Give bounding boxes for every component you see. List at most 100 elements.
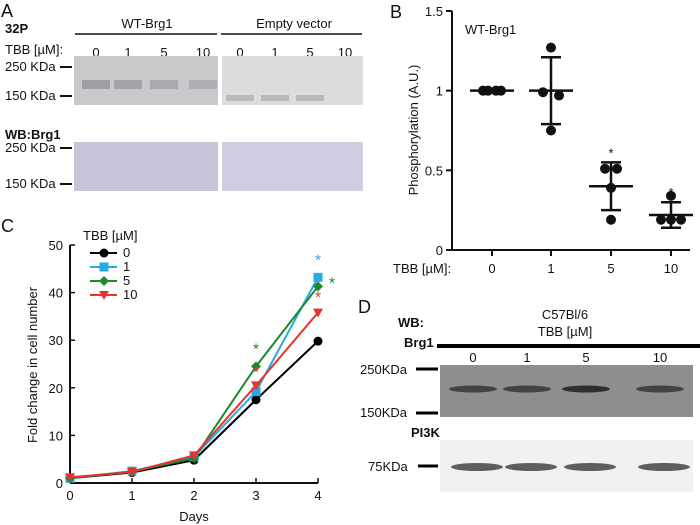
marker-circle xyxy=(251,395,261,405)
band-32p xyxy=(82,80,110,89)
lane-label: 1 xyxy=(271,45,278,60)
marker-circle xyxy=(99,248,109,258)
marker-triangle-down xyxy=(251,381,261,391)
chart-b-ylabel: Phosphorylation (A.U.) xyxy=(406,65,421,196)
probe-label-32p: 32P xyxy=(5,21,28,36)
significance-asterisk: * xyxy=(253,341,259,358)
band-32p xyxy=(114,80,142,89)
data-point xyxy=(656,214,666,225)
marker-triangle-down xyxy=(65,473,75,483)
band-brg1 xyxy=(449,385,497,393)
lane-label: 5 xyxy=(582,350,589,365)
x-tick-label: 2 xyxy=(190,488,197,503)
panel-label-d: D xyxy=(358,297,371,317)
blot-brg1-wt xyxy=(74,142,218,191)
lane-label: 0 xyxy=(469,350,476,365)
x-tick-label: 1 xyxy=(128,488,135,503)
lane-label: 5 xyxy=(160,45,167,60)
significance-asterisk: * xyxy=(253,364,259,381)
probe-label-wb-brg1: WB:Brg1 xyxy=(5,127,61,142)
marker-diamond xyxy=(251,361,261,372)
legend-label: 5 xyxy=(123,273,130,288)
legend-label: 0 xyxy=(123,245,130,260)
marker-triangle-down xyxy=(313,308,323,318)
band-brg1 xyxy=(503,385,551,393)
wb-target: Brg1 xyxy=(404,335,434,350)
chart-b-title: WT-Brg1 xyxy=(465,22,516,37)
panel-d: D WB: Brg1 C57Bl/6 TBB [µM] 0 1 5 10 250KDa… xyxy=(358,297,700,492)
y-tick-label: 30 xyxy=(49,333,63,348)
band-pi3k xyxy=(638,463,690,471)
data-point xyxy=(546,42,556,53)
marker-150-bottom: 150 KDa xyxy=(5,176,56,191)
marker-250-bottom: 250 KDa xyxy=(5,140,56,155)
significance-asterisk: * xyxy=(315,290,321,307)
lane-label: 0 xyxy=(236,45,243,60)
lane-label: 10 xyxy=(653,350,667,365)
y-tick-label: 40 xyxy=(49,286,63,301)
series-1: * xyxy=(65,252,323,483)
marker-150-top: 150 KDa xyxy=(5,88,56,103)
band-pi3k xyxy=(505,463,557,471)
panel-label-b: B xyxy=(390,2,402,22)
chart-c-ylabel: Fold change in cell number xyxy=(25,286,40,443)
data-point xyxy=(600,163,610,174)
chart-c-xlabel: Days xyxy=(179,509,209,524)
panel-label-a: A xyxy=(1,1,13,21)
panel-label-c: C xyxy=(1,216,14,236)
group-label-empty: Empty vector xyxy=(256,16,333,31)
x-tick-label: 3 xyxy=(252,488,259,503)
lane-label: 5 xyxy=(306,45,313,60)
y-tick-label: 10 xyxy=(49,428,63,443)
marker-square xyxy=(313,272,323,282)
wb-label: WB: xyxy=(398,315,424,330)
band-32p xyxy=(189,80,217,89)
panel-c: C Fold change in cell number Days TBB [µ… xyxy=(1,216,335,524)
band-pi3k xyxy=(451,463,503,471)
panel-b: B WT-Brg1 Phosphorylation (A.U.) TBB [µM… xyxy=(390,2,693,276)
x-tick-label: 1 xyxy=(547,261,554,276)
lane-label: 0 xyxy=(92,45,99,60)
series-10: ** xyxy=(65,290,323,483)
marker-250-d: 250KDa xyxy=(360,362,408,377)
legend-title: TBB [µM] xyxy=(83,228,137,243)
loading-probe-label: PI3K xyxy=(411,425,441,440)
marker-triangle-down xyxy=(127,468,137,478)
data-point xyxy=(676,214,686,225)
tbb-label: TBB [µM]: xyxy=(5,42,63,57)
data-point xyxy=(612,163,622,174)
band-pi3k xyxy=(564,463,616,471)
x-tick-label: 5 xyxy=(607,261,614,276)
significance-asterisk: * xyxy=(329,275,335,292)
y-tick-label: 1.5 xyxy=(425,4,443,19)
group-label-wt: WT-Brg1 xyxy=(121,16,172,31)
data-point xyxy=(606,182,616,193)
marker-triangle-down xyxy=(189,451,199,461)
y-tick-label: 20 xyxy=(49,381,63,396)
band-32p-empty xyxy=(296,95,324,101)
data-point xyxy=(496,85,506,96)
data-point xyxy=(483,85,493,96)
band-brg1 xyxy=(562,385,610,393)
blot-brg1-empty xyxy=(222,142,363,191)
band-brg1 xyxy=(636,385,684,393)
lane-label: 1 xyxy=(523,350,530,365)
tbb-label-d: TBB [µM] xyxy=(538,324,592,339)
data-point xyxy=(666,190,676,201)
x-tick-label: 10 xyxy=(664,261,678,276)
series-line xyxy=(69,285,319,480)
y-tick-label: 0.5 xyxy=(425,163,443,178)
marker-diamond xyxy=(99,276,109,286)
band-32p-empty xyxy=(261,95,289,101)
significance-asterisk: * xyxy=(315,252,321,269)
legend-label: 1 xyxy=(123,259,130,274)
data-point xyxy=(538,87,548,98)
band-32p xyxy=(150,80,178,89)
legend-label: 10 xyxy=(123,287,137,302)
significance-asterisk: * xyxy=(668,185,673,200)
data-point xyxy=(554,90,564,101)
significance-asterisk: * xyxy=(608,145,613,160)
y-tick-label: 50 xyxy=(49,238,63,253)
